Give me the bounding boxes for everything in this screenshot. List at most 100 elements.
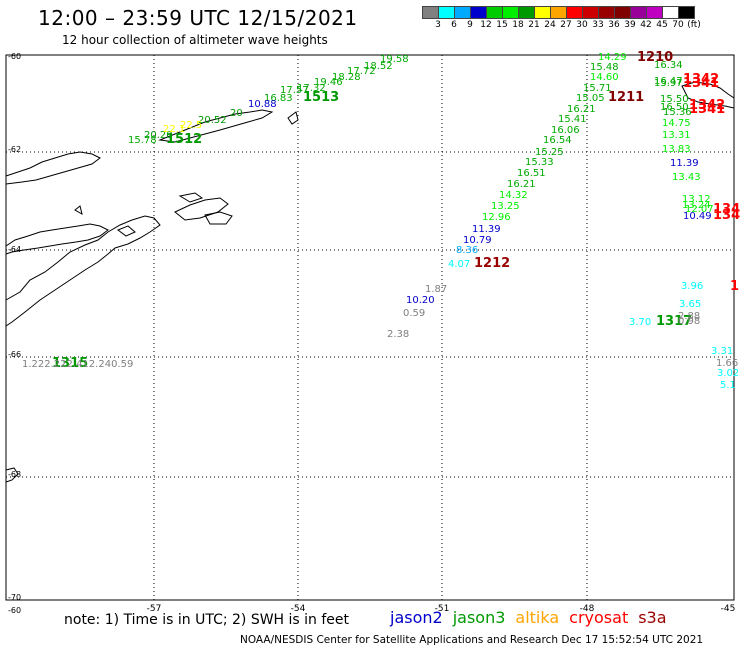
wave-height-value: 14.32 (499, 190, 528, 201)
color-scale-label: 45 (656, 20, 668, 30)
wave-height-value: 16.21 (507, 179, 536, 190)
pass-label: 1342 (683, 72, 719, 87)
wave-height-value: 13.83 (662, 144, 691, 155)
map-frame (5, 54, 735, 601)
color-swatch (582, 6, 599, 19)
wave-height-value: 3.70 (629, 317, 651, 328)
pass-label: 1342 (689, 98, 725, 113)
wave-height-value: 20.20 (144, 130, 173, 141)
wave-height-value: 20 (230, 108, 243, 119)
wave-height-value: 12.96 (482, 212, 511, 223)
pass-label: 134 (713, 202, 740, 217)
wave-height-value: 16.06 (551, 125, 580, 136)
wave-height-value: 15.05 (576, 93, 605, 104)
color-swatch (550, 6, 567, 19)
wave-height-value: 15.97 (654, 78, 683, 89)
wave-height-value: 3.02 (717, 368, 739, 379)
latitude-label: -68 (8, 470, 21, 479)
wave-height-value: 20.52 (198, 115, 227, 126)
wave-height-value: 3.31 (711, 346, 733, 357)
wave-height-value: 18.52 (364, 61, 393, 72)
wave-height-value: 22.5 (180, 120, 202, 131)
wave-height-value: 15.71 (583, 83, 612, 94)
footer-note: note: 1) Time is in UTC; 2) SWH is in fe… (64, 612, 350, 628)
wave-height-value: 14.60 (590, 72, 619, 83)
longitude-label: -48 (580, 604, 595, 614)
wave-height-value: 16.83 (264, 93, 293, 104)
color-scale-label: (ft) (687, 20, 701, 30)
pass-label: 1 (730, 279, 739, 294)
wave-height-value: 16.51 (517, 168, 546, 179)
pass-label: 1341 (689, 102, 725, 117)
satellite-legend: jason2 jason3 altika cryosat s3a (390, 608, 677, 627)
color-swatch (486, 6, 503, 19)
pass-label: 1317 (656, 314, 692, 329)
satellite-legend-item: s3a (638, 608, 667, 627)
wave-height-value: 14.29 (598, 52, 627, 63)
wave-height-value: 1.222.222.412.240.59 (22, 359, 133, 370)
wave-height-value: 13.24 (682, 200, 711, 211)
wave-height-value: 15.41 (558, 114, 587, 125)
wave-height-value: 16.34 (654, 60, 683, 71)
color-swatch (662, 6, 679, 19)
wave-height-value: 11.39 (670, 158, 699, 169)
color-swatch (566, 6, 583, 19)
corner-label: -60 (8, 606, 21, 615)
color-scale-labels: 3 6 9 12 15 18 21 24 27 30 33 36 39 42 45 70 (ft) (422, 19, 701, 31)
wave-height-value: 16.50 (660, 102, 689, 113)
wave-height-value: 14.75 (662, 118, 691, 129)
pass-label: 1513 (303, 90, 339, 105)
wave-height-value: 2.88 (678, 311, 700, 322)
color-swatch (678, 6, 695, 19)
wave-height-value: 16.47 (654, 76, 683, 87)
wave-height-value: 10.88 (248, 99, 277, 110)
wave-height-value: 8.36 (456, 245, 478, 256)
color-scale-label: 42 (640, 20, 652, 30)
longitude-label: -51 (435, 604, 450, 614)
pass-label: 134 (713, 208, 740, 223)
wave-height-value: 22.1 (163, 124, 185, 135)
wave-height-value: 18.28 (332, 72, 361, 83)
coastline (5, 81, 735, 483)
pass-label: 1210 (637, 50, 673, 65)
color-swatch (454, 6, 471, 19)
wave-height-value: 0.59 (403, 308, 425, 319)
wave-height-value: 15.33 (525, 157, 554, 168)
latitude-label: -66 (8, 350, 21, 359)
wave-height-value: 17.32 (297, 83, 326, 94)
color-scale: 3 6 9 12 15 18 21 24 27 30 33 36 39 42 45 70 (ft) (422, 6, 701, 31)
latitude-label: -70 (8, 593, 21, 602)
color-swatch (502, 6, 519, 19)
wave-height-value: 12.07 (685, 204, 714, 215)
color-scale-label: 3 (435, 20, 441, 30)
wave-height-value: 0.98 (678, 316, 700, 327)
color-scale-label: 33 (592, 20, 604, 30)
wave-height-value: 15.25 (535, 147, 564, 158)
color-scale-label: 6 (451, 20, 457, 30)
latitude-label: -60 (8, 52, 21, 61)
color-scale-swatches (422, 6, 695, 19)
wave-height-value: 10.20 (406, 295, 435, 306)
wave-height-value: 15.50 (660, 94, 689, 105)
wave-height-value: 13.31 (662, 130, 691, 141)
color-scale-label: 9 (467, 20, 473, 30)
wave-height-value: 17.72 (347, 66, 376, 77)
color-scale-label: 18 (512, 20, 524, 30)
pass-label: 1512 (166, 132, 202, 147)
color-scale-label: 24 (544, 20, 556, 30)
wave-height-value: 11.39 (472, 224, 501, 235)
color-swatch (646, 6, 663, 19)
wave-height-value: 17.57 (280, 85, 309, 96)
color-scale-label: 15 (496, 20, 508, 30)
wave-height-value: 3.65 (679, 299, 701, 310)
pass-label: 1341 (683, 76, 719, 91)
longitude-label: -57 (147, 604, 162, 614)
wave-height-value: 19.58 (380, 54, 409, 65)
satellite-legend-item: altika (515, 608, 560, 627)
color-scale-label: 21 (528, 20, 540, 30)
wave-height-value: 1.66 (716, 358, 738, 369)
wave-height-value: 15.48 (590, 62, 619, 73)
satellite-legend-item: cryosat (569, 608, 629, 627)
wave-height-value: 3.96 (681, 281, 703, 292)
